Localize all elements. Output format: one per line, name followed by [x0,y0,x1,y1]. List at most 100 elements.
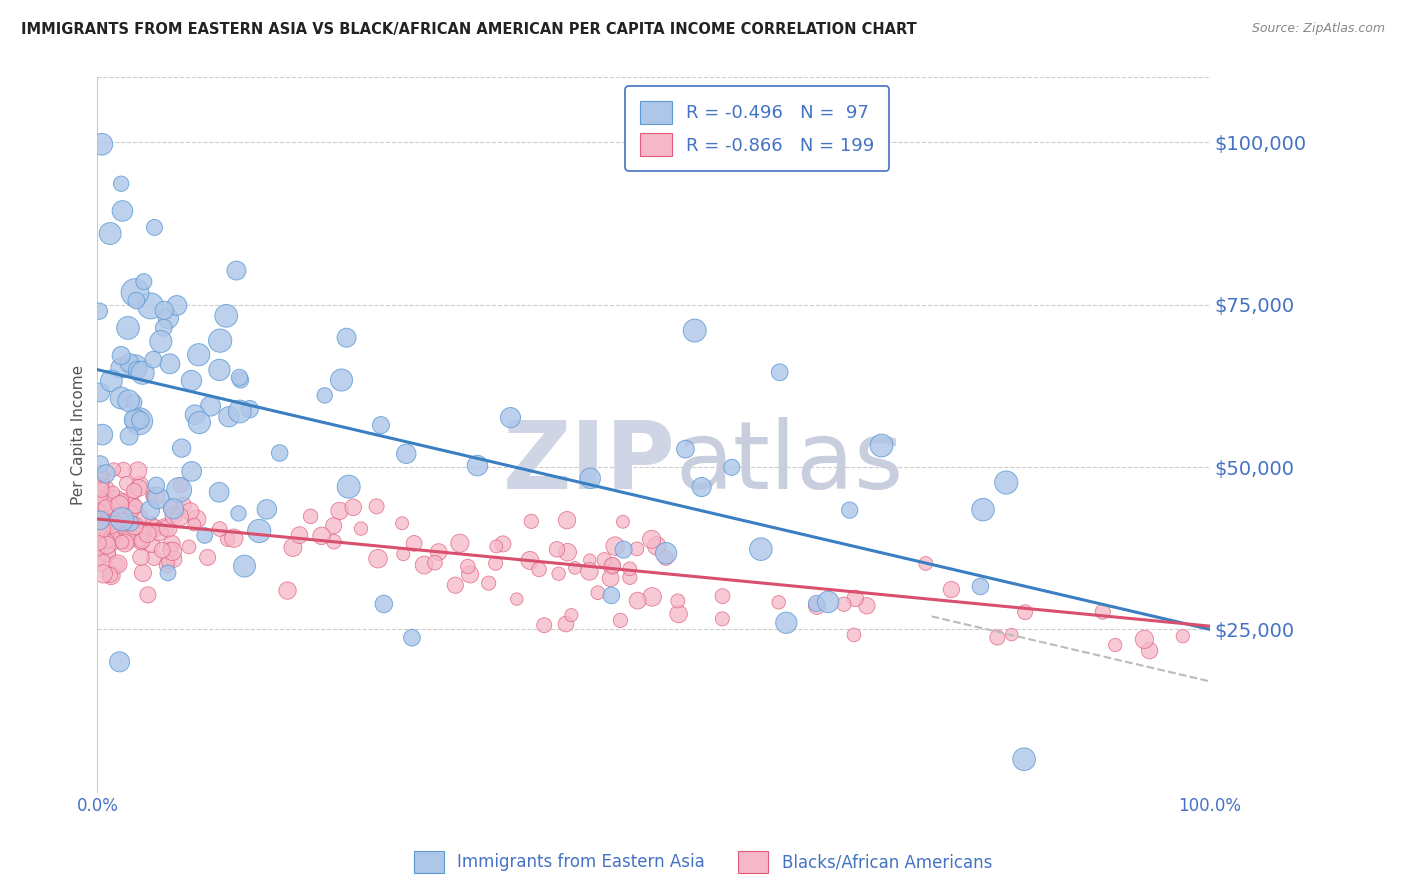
Point [233,559,256,574]
Text: ZIP: ZIP [503,417,676,509]
Point [666,594,689,608]
Point [1171,629,1194,643]
Point [89,458,111,472]
Point [336,331,359,345]
Point [228,507,250,521]
Point [117,533,139,548]
Point [86,530,108,544]
Point [222,531,245,545]
Point [547,566,569,581]
Point [91,496,114,510]
Point [136,588,159,602]
Point [149,334,172,349]
Point [391,516,413,531]
Point [838,503,860,517]
Point [98,568,121,582]
Point [87,523,110,537]
Point [122,483,145,498]
Point [156,558,179,572]
Point [683,324,706,338]
Point [127,464,149,478]
Point [145,489,167,503]
Point [97,547,120,561]
Point [131,366,153,380]
Point [159,542,181,557]
Legend: R = -0.496   N =  97, R = -0.866   N = 199: R = -0.496 N = 97, R = -0.866 N = 199 [626,87,889,170]
Point [139,503,162,517]
Point [132,566,155,580]
Point [93,513,115,527]
Point [90,483,112,497]
Point [90,476,112,491]
Point [87,553,110,567]
Point [180,374,202,388]
Point [413,558,436,572]
Point [96,533,118,548]
Point [600,588,623,602]
Point [94,500,117,515]
Point [89,506,111,520]
Point [579,471,602,485]
Point [586,585,609,599]
Point [177,540,200,554]
Point [143,550,166,565]
Point [110,391,132,405]
Point [150,543,173,558]
Point [1091,605,1114,619]
Point [457,559,479,574]
Point [129,550,152,565]
Point [90,472,112,486]
Point [122,523,145,537]
Point [91,527,114,541]
Point [87,552,110,566]
Point [401,631,423,645]
Point [159,357,181,371]
Point [96,538,118,552]
Point [131,533,153,548]
Point [844,591,866,606]
Y-axis label: Per Capita Income: Per Capita Income [72,365,86,505]
Point [89,513,111,527]
Point [129,477,152,491]
Point [128,510,150,524]
Point [229,373,252,387]
Point [157,521,180,535]
Point [101,517,124,532]
Point [89,466,111,480]
Point [602,558,624,573]
Point [179,504,201,518]
Point [91,556,114,570]
Point [533,618,555,632]
Point [404,536,426,550]
Point [217,532,239,546]
Point [519,553,541,567]
Point [96,547,118,561]
Point [93,495,115,509]
Point [188,416,211,430]
Point [89,506,111,520]
Point [143,220,166,235]
Point [139,299,162,313]
Point [640,533,662,547]
Point [86,503,108,517]
Point [247,524,270,538]
Point [91,427,114,442]
Point [856,599,879,613]
Point [485,556,508,570]
Point [170,478,193,492]
Point [121,505,143,519]
Point [337,480,360,494]
Point [111,512,134,526]
Point [162,544,184,558]
Point [93,516,115,531]
Point [200,399,222,413]
Point [166,298,188,312]
Point [167,483,190,497]
Point [546,542,568,557]
Point [128,414,150,428]
Point [749,542,772,557]
Point [89,304,111,318]
Point [87,468,110,483]
Point [136,527,159,541]
Point [141,489,163,503]
